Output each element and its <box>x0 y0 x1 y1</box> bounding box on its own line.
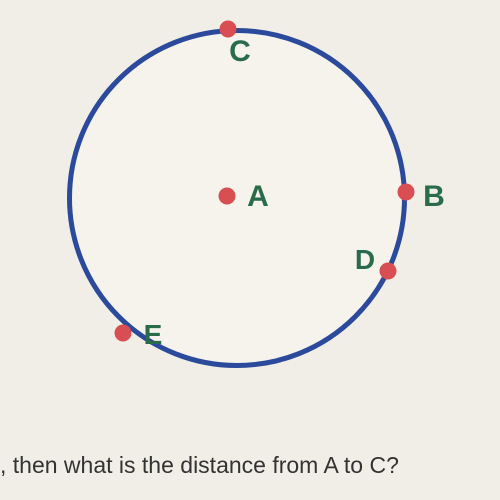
point-a-label: A <box>247 180 269 214</box>
point-d-label: D <box>355 244 375 276</box>
point-b-label: B <box>423 180 445 214</box>
circle-diagram: C A B D E , then what is the distance fr… <box>0 0 500 500</box>
main-circle <box>67 28 407 368</box>
point-e-dot <box>115 325 132 342</box>
question-text: , then what is the distance from A to C? <box>0 452 399 479</box>
point-e-label: E <box>144 319 163 351</box>
point-c-label: C <box>229 35 251 69</box>
point-b-dot <box>398 184 415 201</box>
point-d-dot <box>380 263 397 280</box>
point-a-dot <box>219 188 236 205</box>
